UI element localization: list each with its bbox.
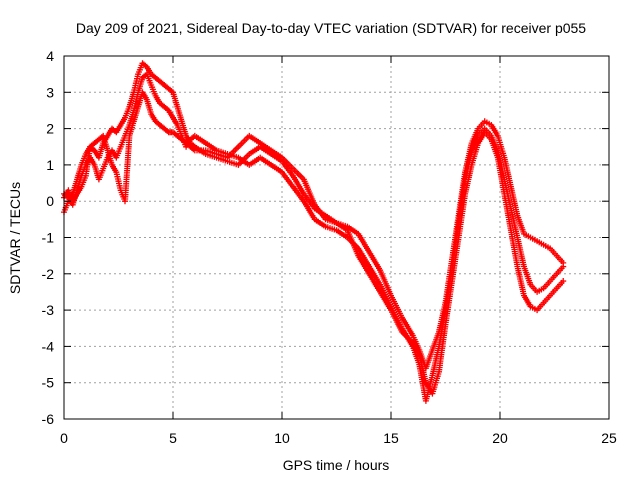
x-tick-label: 20 [492,430,508,446]
y-axis-label: SDTVAR / TECUs [7,182,23,294]
y-tick-label: 2 [46,121,54,137]
y-tick-label: 4 [46,48,54,64]
y-tick-label: 0 [46,193,54,209]
y-tick-label: -6 [42,411,55,427]
y-tick-label: 3 [46,84,54,100]
tick-labels: 0 5 10 15 20 25 -6 -5 -4 -3 -2 -1 0 1 2 3 4 [42,48,617,446]
y-tick-label: 1 [46,157,54,173]
y-tick-label: -2 [42,266,55,282]
data-layer [61,60,567,404]
y-tick-label: -1 [42,230,55,246]
chart-title: Day 209 of 2021, Sidereal Day-to-day VTE… [76,20,586,36]
y-tick-label: -5 [42,375,55,391]
x-tick-label: 5 [169,430,177,446]
x-axis-label: GPS time / hours [283,457,390,473]
ticks [63,55,610,420]
y-tick-label: -4 [42,338,55,354]
x-tick-label: 15 [383,430,399,446]
y-tick-label: -3 [42,302,55,318]
x-tick-label: 25 [601,430,617,446]
x-tick-label: 0 [60,430,68,446]
x-tick-label: 10 [274,430,290,446]
